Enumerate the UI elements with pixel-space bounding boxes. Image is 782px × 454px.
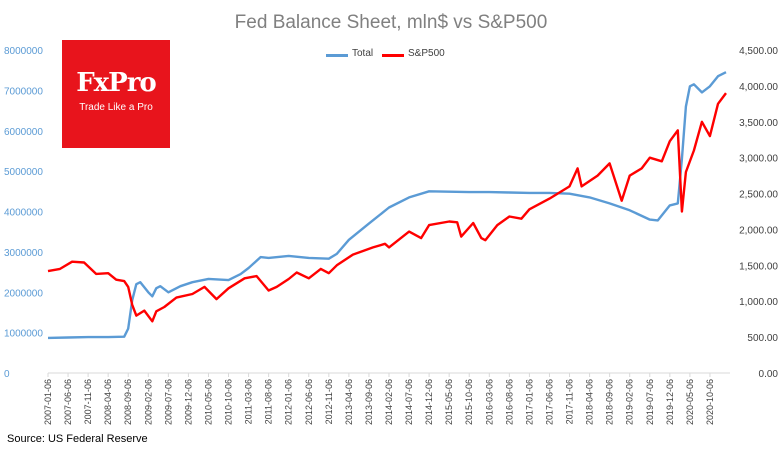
x-tick-label: 2011-03-06 — [244, 379, 254, 424]
legend-swatch-sp500 — [382, 54, 404, 57]
x-tick-label: 2018-09-06 — [605, 379, 615, 425]
x-tick-label: 2008-09-06 — [123, 379, 133, 425]
y-right-tick-label: 1,000.00 — [739, 297, 778, 308]
x-tick-label: 2019-07-06 — [645, 379, 655, 425]
x-tick-label: 2020-05-06 — [685, 379, 695, 425]
x-tick-label: 2013-04-06 — [344, 379, 354, 425]
y-right-tick-label: 3,500.00 — [739, 118, 778, 129]
legend-swatch-total — [326, 54, 348, 57]
x-tick-label: 2019-12-06 — [665, 379, 675, 425]
y-left-tick-label: 8000000 — [4, 46, 43, 57]
x-tick-label: 2007-11-06 — [83, 379, 93, 424]
x-tick-label: 2014-02-06 — [384, 379, 394, 425]
x-tick-label: 2007-01-06 — [43, 379, 53, 425]
x-tick-label: 2020-10-06 — [705, 379, 715, 425]
source-note: Source: US Federal Reserve — [7, 433, 148, 445]
y-left-tick-label: 3000000 — [4, 248, 43, 259]
series-line-total — [47, 71, 727, 340]
x-tick-label: 2018-04-06 — [585, 379, 595, 425]
y-right-tick-label: 4,000.00 — [739, 82, 778, 93]
x-tick-label: 2008-04-06 — [103, 379, 113, 425]
x-tick-label: 2009-02-06 — [143, 379, 153, 425]
y-right-tick-label: 3,000.00 — [739, 154, 778, 165]
legend-label-sp500: S&P500 — [408, 48, 445, 59]
x-tick-label: 2019-02-06 — [625, 379, 635, 425]
x-tick-label: 2017-01-06 — [524, 379, 534, 425]
y-right-tick-label: 4,500.00 — [739, 46, 778, 57]
x-tick-label: 2014-07-06 — [404, 379, 414, 425]
x-tick-label: 2016-03-06 — [484, 379, 494, 425]
x-tick-label: 2015-05-06 — [444, 379, 454, 425]
axes-layer — [47, 372, 730, 377]
x-tick-label: 2016-08-06 — [504, 379, 514, 425]
y-left-tick-label: 4000000 — [4, 208, 43, 219]
x-tick-label: 2009-12-06 — [183, 379, 193, 425]
labels-layer: 0 1000000 2000000 3000000 4000000 5000000 6000… — [4, 46, 778, 425]
logo-tagline: Trade Like a Pro — [79, 102, 153, 113]
x-tick-label: 2017-06-06 — [544, 379, 554, 425]
legend-label-total: Total — [352, 48, 374, 59]
y-left-tick-label: 7000000 — [4, 86, 43, 97]
logo-name: FxPro — [76, 68, 157, 98]
x-tick-label: 2010-05-06 — [203, 379, 213, 425]
y-right-tick-label: 2,500.00 — [739, 190, 778, 201]
x-tick-label: 2015-10-06 — [464, 379, 474, 425]
x-tick-label: 2017-11-06 — [565, 379, 575, 424]
x-tick-label: 2012-11-06 — [324, 379, 334, 424]
fxpro-logo: FxPro Trade Like a Pro — [62, 40, 170, 148]
y-left-tick-label: 2000000 — [4, 288, 43, 299]
series-line-sp500 — [47, 92, 727, 323]
x-tick-label: 2011-08-06 — [264, 379, 274, 424]
x-tick-label: 2010-10-06 — [224, 379, 234, 425]
y-left-tick-label: 1000000 — [4, 329, 43, 340]
y-left-tick-label: 5000000 — [4, 167, 43, 178]
y-right-tick-label: 1,500.00 — [739, 261, 778, 272]
y-left-tick-label: 0 — [4, 369, 10, 380]
y-right-tick-label: 2,000.00 — [739, 225, 778, 236]
x-tick-label: 2007-06-06 — [63, 379, 73, 425]
y-left-tick-label: 6000000 — [4, 127, 43, 138]
chart-title: Fed Balance Sheet, mln$ vs S&P500 — [234, 12, 548, 33]
x-tick-label: 2012-06-06 — [304, 379, 314, 425]
x-tick-label: 2013-09-06 — [364, 379, 374, 425]
series-layer — [47, 71, 727, 340]
x-tick-label: 2009-07-06 — [163, 379, 173, 425]
y-right-tick-label: 500.00 — [747, 333, 778, 344]
x-tick-label: 2014-12-06 — [424, 379, 434, 425]
x-tick-label: 2012-01-06 — [284, 379, 294, 425]
y-right-tick-label: 0.00 — [759, 369, 779, 380]
